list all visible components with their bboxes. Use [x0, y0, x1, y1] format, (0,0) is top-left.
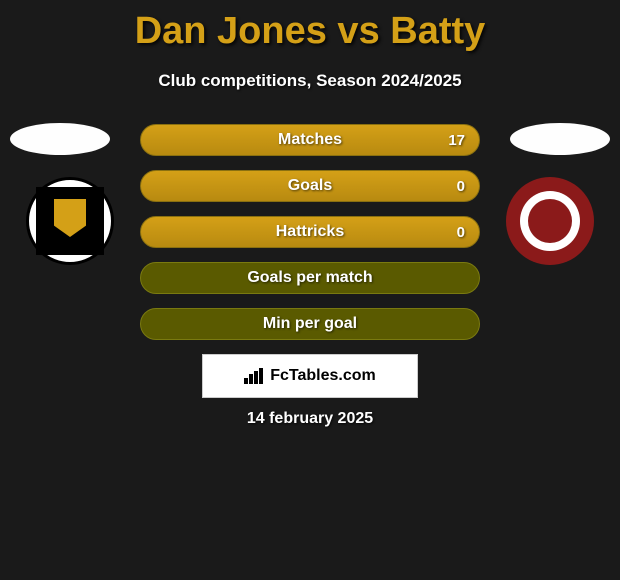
subtitle: Club competitions, Season 2024/2025 [0, 71, 620, 91]
stat-value: 0 [457, 178, 465, 195]
stat-row-goals-per-match: Goals per match [140, 262, 480, 294]
stat-label: Hattricks [276, 223, 344, 241]
bar-chart-icon [244, 368, 264, 384]
stat-label: Min per goal [263, 315, 357, 333]
stat-value: 0 [457, 224, 465, 241]
club-badge-right [506, 177, 594, 265]
date-label: 14 february 2025 [0, 410, 620, 428]
brand-box: FcTables.com [202, 354, 418, 398]
badge-left-inner [36, 187, 104, 255]
club-badge-left [26, 177, 114, 265]
stats-container: Matches 17 Goals 0 Hattricks 0 Goals per… [140, 124, 480, 354]
stat-row-hattricks: Hattricks 0 [140, 216, 480, 248]
badge-left-shield-icon [54, 199, 86, 237]
player-photo-left [10, 123, 110, 155]
badge-right-inner [520, 191, 580, 251]
stat-value: 17 [448, 132, 465, 149]
stat-row-goals: Goals 0 [140, 170, 480, 202]
stat-row-matches: Matches 17 [140, 124, 480, 156]
stat-label: Goals [288, 177, 332, 195]
player-photo-right [510, 123, 610, 155]
stat-label: Matches [278, 131, 342, 149]
brand-label: FcTables.com [270, 367, 376, 385]
page-title: Dan Jones vs Batty [0, 0, 620, 53]
stat-label: Goals per match [247, 269, 372, 287]
stat-row-min-per-goal: Min per goal [140, 308, 480, 340]
